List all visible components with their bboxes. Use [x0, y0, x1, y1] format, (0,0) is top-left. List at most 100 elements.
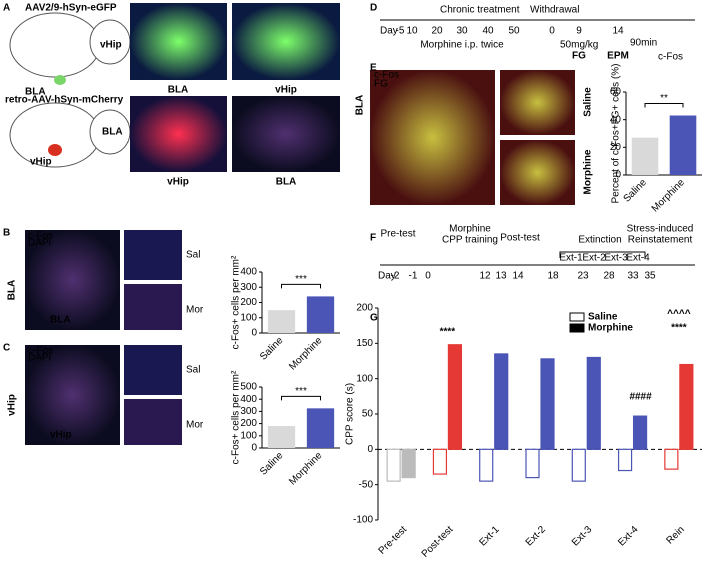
y-tick-label: 300: [240, 282, 257, 293]
y-axis-label: c-Fos+ cells per mm²: [231, 370, 242, 464]
significance-label: ****: [671, 323, 687, 334]
stage-label: Pre-test: [380, 229, 415, 240]
stage-label: Post-test: [500, 233, 540, 244]
stain-label: c-Fos: [28, 231, 53, 242]
x-tick-label: Post-test: [420, 524, 456, 560]
phase-label: Chronic treatment: [440, 5, 520, 16]
micrograph: [500, 70, 575, 135]
row-label: Morphine: [583, 149, 594, 194]
y-tick-label: 300: [240, 406, 257, 417]
significance-label: ***: [295, 386, 307, 397]
event-label: FG: [572, 51, 586, 62]
micrograph: [25, 230, 120, 330]
panel-label: C: [3, 343, 10, 354]
micrograph: [124, 345, 182, 395]
brain-schematic: [9, 102, 101, 168]
images: [9, 3, 695, 445]
end-label: c-Fos: [658, 52, 683, 63]
region-label: BLA: [25, 87, 46, 98]
day-label: 50: [508, 26, 520, 37]
micrograph: [370, 70, 495, 205]
bar: [679, 363, 694, 450]
stain-label: c-Fos: [28, 346, 53, 357]
panel-label: G: [370, 313, 378, 324]
significance-bracket: [644, 103, 684, 108]
image-label: BLA: [276, 177, 297, 188]
y-tick-label: 50: [362, 409, 374, 420]
ext-label: Ext-4: [626, 253, 650, 264]
ext-label: Ext-2: [582, 253, 606, 264]
inset-label: Mor: [186, 420, 204, 431]
day-label: 10: [406, 26, 418, 37]
day-label: Day: [380, 26, 398, 37]
day-label: 14: [512, 271, 524, 282]
day-label: 20: [431, 26, 443, 37]
bar: [632, 415, 648, 450]
region-label: BLA: [102, 127, 123, 138]
event-label: EPM: [607, 51, 629, 62]
bar: [401, 448, 416, 479]
day-label: 40: [482, 26, 494, 37]
y-tick-label: -50: [359, 479, 374, 490]
micrograph: [232, 3, 340, 80]
y-tick-label: 0: [251, 328, 257, 339]
micrograph: [25, 345, 120, 445]
day-label: 13: [495, 271, 507, 282]
day-label: 28: [603, 271, 615, 282]
significance-label: ####: [629, 392, 652, 403]
legend-label: Morphine: [588, 323, 633, 334]
stain-label: c-Fos: [374, 70, 399, 81]
micrograph: [130, 3, 227, 80]
image-label: vHip: [50, 430, 72, 441]
x-tick-label: Ext-4: [616, 524, 641, 549]
bar: [479, 448, 494, 482]
day-label: -5: [396, 26, 405, 37]
micrograph: [124, 230, 182, 280]
y-tick-label: 0: [367, 444, 373, 455]
brain-schematic: [9, 12, 101, 78]
x-tick-label: Morphine: [287, 450, 325, 488]
micrograph: [124, 399, 182, 445]
bar: [664, 448, 679, 470]
stage-label: CPP training: [442, 235, 498, 246]
y-tick-label: 150: [356, 338, 373, 349]
image-label: vHip: [167, 177, 189, 188]
x-tick-label: Pre-test: [377, 524, 410, 557]
phase-label: Withdrawal: [530, 5, 579, 16]
micrograph: [232, 96, 340, 172]
panel-label: F: [370, 233, 376, 244]
day-label: -1: [409, 271, 418, 282]
y-tick-label: 100: [356, 373, 373, 384]
bar: [525, 448, 540, 479]
significance-label: ***: [295, 274, 307, 285]
delay-label: 90min: [630, 38, 657, 49]
x-tick-label: Ext-3: [570, 524, 595, 549]
x-tick-label: Ext-1: [477, 524, 502, 549]
stage-label: Morphine: [449, 224, 491, 235]
micrograph: [130, 96, 227, 172]
bar: [586, 356, 601, 450]
bar: [267, 426, 296, 448]
significance-bracket: [281, 395, 321, 401]
day-label: 12: [479, 271, 491, 282]
day-label: 35: [644, 271, 656, 282]
micrograph: [124, 284, 182, 330]
micrograph: [500, 140, 575, 205]
stage-label: Extinction: [578, 235, 621, 246]
day-label: 9: [576, 26, 582, 37]
day-label: 33: [627, 271, 639, 282]
significance-bracket: [281, 283, 321, 289]
bar: [267, 310, 296, 333]
image-label: BLA: [50, 315, 71, 326]
y-tick-label: 60: [610, 87, 622, 98]
y-axis-label: c-Fos+ cells per mm²: [231, 255, 242, 349]
legend-swatch: [569, 312, 585, 322]
x-tick-label: Saline: [258, 450, 286, 478]
panel-label: B: [3, 228, 10, 239]
bar: [617, 448, 633, 472]
region-label: BLA: [7, 280, 18, 301]
y-tick-label: 500: [240, 382, 257, 393]
y-tick-label: 200: [240, 418, 257, 429]
significance-label: ****: [440, 327, 456, 338]
